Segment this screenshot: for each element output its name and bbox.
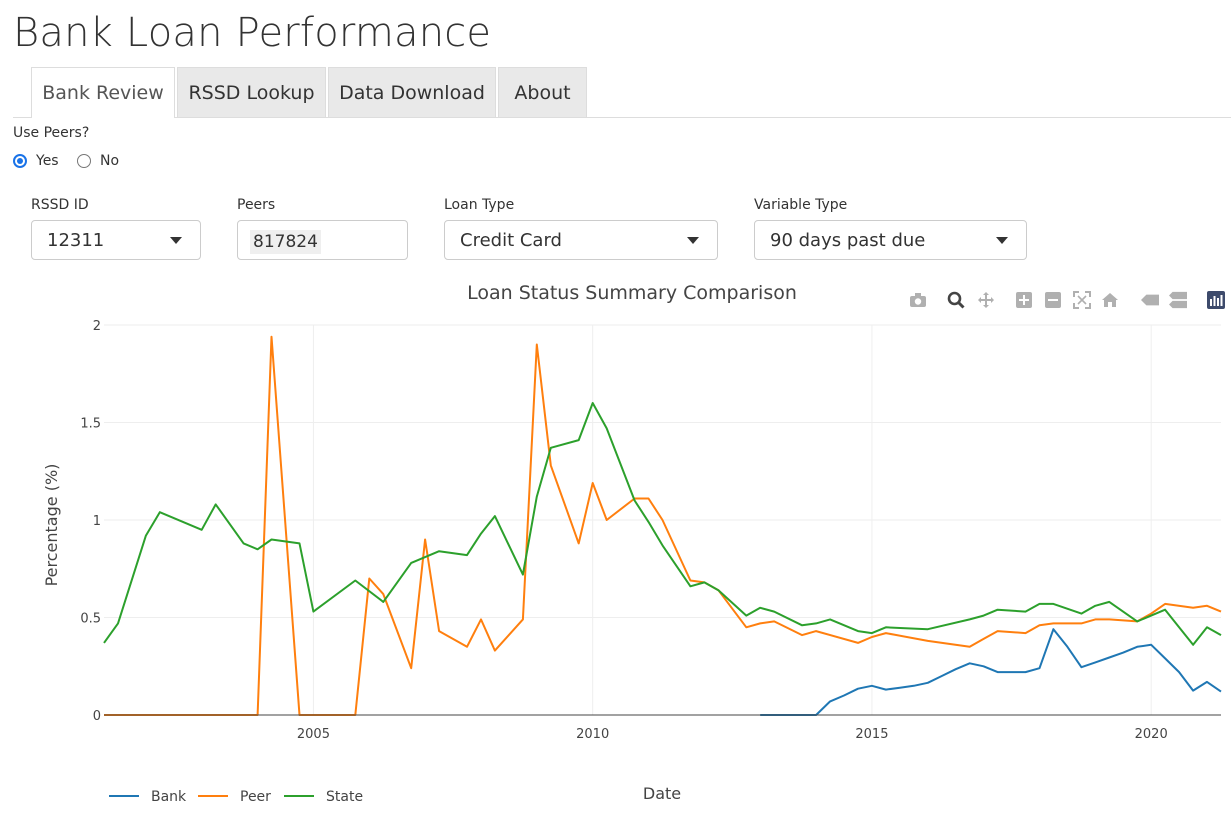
legend-label-peer[interactable]: Peer	[240, 789, 271, 805]
zoom-in-icon[interactable]	[1015, 290, 1033, 310]
autoscale-icon[interactable]	[1073, 290, 1091, 310]
compare-hover-icon[interactable]	[1169, 290, 1187, 310]
x-tick-label: 2010	[576, 727, 609, 742]
y-tick-label: 0.5	[80, 612, 101, 627]
peers-input[interactable]: 817824	[237, 220, 408, 260]
variable-type-label: Variable Type	[754, 197, 848, 213]
series-line-state[interactable]	[103, 402, 1222, 646]
y-tick-label: 1	[93, 514, 101, 529]
y-axis-label: Percentage (%)	[42, 464, 61, 587]
peers-tag[interactable]: 817824	[250, 230, 321, 254]
loan-status-chart[interactable]: 2005 2010 2015 2020 0 0.5 1 1.5 2 Loan Status Su…	[0, 270, 1231, 813]
x-axis-label: Date	[643, 784, 681, 803]
pan-icon[interactable]	[977, 290, 995, 310]
radio-yes[interactable]: Yes	[13, 153, 59, 169]
chevron-down-icon	[996, 237, 1008, 244]
camera-icon[interactable]	[909, 290, 927, 310]
tab-bank-review[interactable]: Bank Review	[31, 67, 175, 118]
tab-bar: Bank Review RSSD Lookup Data Download Ab…	[13, 67, 1231, 118]
chevron-down-icon	[687, 237, 699, 244]
loan-type-label: Loan Type	[444, 197, 515, 213]
x-tick-label: 2005	[297, 727, 330, 742]
rssd-id-value: 12311	[47, 229, 105, 251]
y-tick-label: 2	[93, 319, 101, 334]
y-tick-label: 1.5	[80, 417, 101, 432]
use-peers-label: Use Peers?	[13, 125, 90, 141]
peers-label: Peers	[237, 197, 276, 213]
radio-no-label: No	[100, 153, 120, 169]
radio-yes-label: Yes	[36, 153, 59, 169]
chart-axes: 2005 2010 2015 2020 0 0.5 1 1.5 2	[80, 319, 1221, 742]
variable-type-value: 90 days past due	[770, 229, 926, 251]
chart-series	[103, 335, 1222, 716]
series-line-bank[interactable]	[760, 628, 1222, 716]
rssd-id-select[interactable]: 12311	[31, 220, 201, 260]
radio-no[interactable]: No	[77, 153, 119, 169]
chart-legend: Bank Peer State	[109, 789, 363, 805]
tab-data-download[interactable]: Data Download	[328, 67, 496, 117]
tab-rssd-lookup[interactable]: RSSD Lookup	[177, 67, 326, 117]
chevron-down-icon	[170, 237, 182, 244]
chart-title: Loan Status Summary Comparison	[467, 282, 797, 304]
loan-type-select[interactable]: Credit Card	[444, 220, 718, 260]
radio-no-indicator[interactable]	[77, 154, 91, 168]
spike-lines-icon[interactable]	[1141, 290, 1159, 310]
zoom-icon[interactable]	[947, 290, 965, 310]
legend-label-state[interactable]: State	[326, 789, 363, 805]
legend-label-bank[interactable]: Bank	[151, 789, 187, 805]
y-tick-label: 0	[93, 709, 101, 724]
series-line-peer[interactable]	[104, 335, 1222, 716]
app-title: Bank Loan Performance	[13, 10, 492, 56]
x-tick-label: 2020	[1135, 727, 1168, 742]
x-tick-label: 2015	[855, 727, 888, 742]
zoom-out-icon[interactable]	[1044, 290, 1062, 310]
rssd-id-label: RSSD ID	[31, 197, 89, 213]
plotly-logo-icon[interactable]	[1207, 290, 1225, 310]
loan-type-value: Credit Card	[460, 229, 562, 251]
reset-axes-icon[interactable]	[1101, 290, 1119, 310]
radio-yes-indicator[interactable]	[13, 154, 27, 168]
tab-about[interactable]: About	[498, 67, 587, 117]
variable-type-select[interactable]: 90 days past due	[754, 220, 1027, 260]
